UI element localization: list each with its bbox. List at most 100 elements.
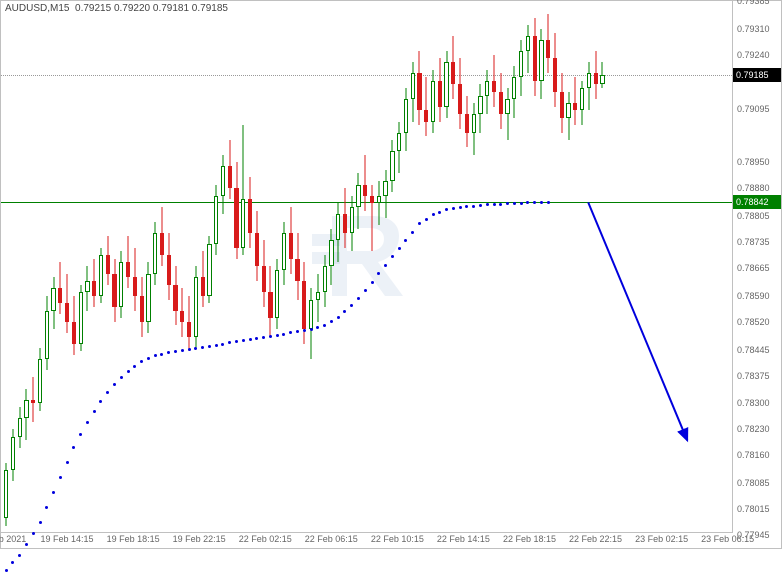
- sar-dot: [459, 206, 462, 209]
- sar-dot: [120, 376, 123, 379]
- candle: [329, 1, 333, 535]
- y-axis-label: 0.78445: [737, 345, 770, 355]
- candle: [133, 1, 137, 535]
- candle: [207, 1, 211, 535]
- x-axis-label: 19 Feb 18:15: [107, 534, 160, 544]
- candle: [573, 1, 577, 535]
- y-axis-label: 0.78590: [737, 291, 770, 301]
- candle: [458, 1, 462, 535]
- x-axis: 19 Feb 2021 19 Feb 14:15 19 Feb 18:15 19 Fe…: [1, 533, 733, 548]
- candle: [424, 1, 428, 535]
- candle: [268, 1, 272, 535]
- candle: [241, 1, 245, 535]
- candle: [38, 1, 42, 535]
- y-axis-label: 0.78880: [737, 183, 770, 193]
- candle: [580, 1, 584, 535]
- candle: [119, 1, 123, 535]
- candle: [221, 1, 225, 535]
- sar-dot: [276, 334, 279, 337]
- x-axis-label: 22 Feb 06:15: [305, 534, 358, 544]
- candle: [492, 1, 496, 535]
- candle: [465, 1, 469, 535]
- candle: [505, 1, 509, 535]
- candle: [140, 1, 144, 535]
- sar-dot: [472, 205, 475, 208]
- candle: [356, 1, 360, 535]
- candle: [187, 1, 191, 535]
- candle: [526, 1, 530, 535]
- sar-dot: [337, 316, 340, 319]
- candle: [262, 1, 266, 535]
- candle: [302, 1, 306, 535]
- candle: [512, 1, 516, 535]
- sar-dot: [303, 329, 306, 332]
- candle: [519, 1, 523, 535]
- candle: [45, 1, 49, 535]
- sar-dot: [547, 201, 550, 204]
- candle: [4, 1, 8, 535]
- sar-dot: [384, 264, 387, 267]
- candle: [363, 1, 367, 535]
- y-axis-label: 0.78300: [737, 398, 770, 408]
- candle: [343, 1, 347, 535]
- candle: [485, 1, 489, 535]
- sar-dot: [208, 345, 211, 348]
- y-axis-label: 0.78520: [737, 317, 770, 327]
- candle: [533, 1, 537, 535]
- sar-dot: [52, 491, 55, 494]
- candle: [451, 1, 455, 535]
- candle: [58, 1, 62, 535]
- current-price-tag: 0.79185: [733, 68, 781, 82]
- sar-dot: [520, 202, 523, 205]
- candle: [106, 1, 110, 535]
- x-axis-label: 19 Feb 14:15: [41, 534, 94, 544]
- x-axis-label: 19 Feb 2021: [0, 534, 26, 544]
- chart-title: AUDUSD,M15 0.79215 0.79220 0.79181 0.791…: [5, 3, 228, 14]
- y-axis-label: 0.79385: [737, 0, 770, 6]
- candle: [539, 1, 543, 535]
- candle: [153, 1, 157, 535]
- y-axis-label: 0.78015: [737, 504, 770, 514]
- y-axis-label: 0.78230: [737, 424, 770, 434]
- candle: [31, 1, 35, 535]
- candle: [587, 1, 591, 535]
- support-price-tag: 0.78842: [733, 195, 781, 209]
- y-axis-label: 0.78665: [737, 263, 770, 273]
- candle: [546, 1, 550, 535]
- sar-dot: [66, 461, 69, 464]
- chart-ohlc: 0.79215 0.79220 0.79181 0.79185: [75, 3, 228, 14]
- candle: [248, 1, 252, 535]
- chart-symbol: AUDUSD: [5, 3, 47, 14]
- y-axis-label: 0.79310: [737, 24, 770, 34]
- candle: [370, 1, 374, 535]
- chart-container: AUDUSD,M15 0.79215 0.79220 0.79181 0.791…: [0, 0, 782, 549]
- candle: [323, 1, 327, 535]
- x-axis-label: 22 Feb 18:15: [503, 534, 556, 544]
- candle: [390, 1, 394, 535]
- sar-dot: [323, 324, 326, 327]
- chart-plot-area[interactable]: [1, 1, 733, 533]
- y-axis-label: 0.79240: [737, 50, 770, 60]
- candle: [65, 1, 69, 535]
- candle: [201, 1, 205, 535]
- candle: [18, 1, 22, 535]
- sar-dot: [364, 289, 367, 292]
- x-axis-label: 22 Feb 14:15: [437, 534, 490, 544]
- candle: [289, 1, 293, 535]
- candle: [11, 1, 15, 535]
- sar-dot: [215, 344, 218, 347]
- candle: [85, 1, 89, 535]
- candle: [99, 1, 103, 535]
- x-axis-label: 19 Feb 22:15: [173, 534, 226, 544]
- sar-dot: [39, 521, 42, 524]
- x-axis-label: 22 Feb 02:15: [239, 534, 292, 544]
- y-axis-label: 0.78375: [737, 371, 770, 381]
- y-axis-label: 0.78735: [737, 237, 770, 247]
- candle: [472, 1, 476, 535]
- candle: [309, 1, 313, 535]
- sar-dot: [249, 338, 252, 341]
- sar-dot: [425, 218, 428, 221]
- sar-dot: [25, 543, 28, 546]
- candle: [160, 1, 164, 535]
- sar-dot: [513, 202, 516, 205]
